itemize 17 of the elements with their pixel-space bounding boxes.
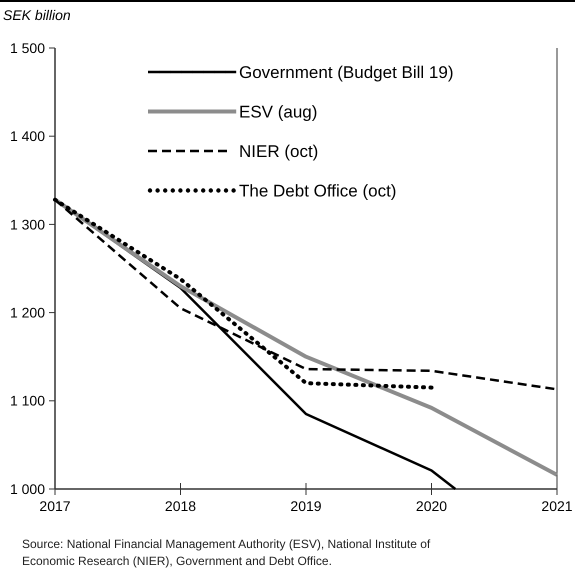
x-tick-label: 2019 — [290, 498, 322, 514]
y-tick-label: 1 300 — [10, 216, 46, 232]
legend-label: NIER (oct) — [239, 142, 318, 161]
source-note: Source: National Financial Management Authority (ESV), National Institute of Economic Research (NIER), Government and Debt Office. — [22, 537, 431, 568]
y-tick-label: 1 200 — [10, 304, 46, 320]
x-tick-label: 2021 — [541, 498, 573, 514]
y-tick-label: 1 000 — [10, 480, 46, 497]
x-tick-label: 2018 — [164, 498, 196, 514]
legend-label: ESV (aug) — [239, 102, 318, 122]
y-axis-title: SEK billion — [3, 7, 71, 23]
y-tick-label: 1 500 — [10, 40, 46, 56]
y-tick-label: 1 400 — [10, 128, 46, 144]
y-tick-label: 1 100 — [10, 392, 46, 409]
x-tick-label: 2020 — [416, 498, 448, 514]
legend-label: Government (Budget Bill 19) — [239, 62, 454, 82]
legend-label: The Debt Office (oct) — [239, 181, 396, 200]
x-tick-label: 2017 — [39, 498, 71, 514]
